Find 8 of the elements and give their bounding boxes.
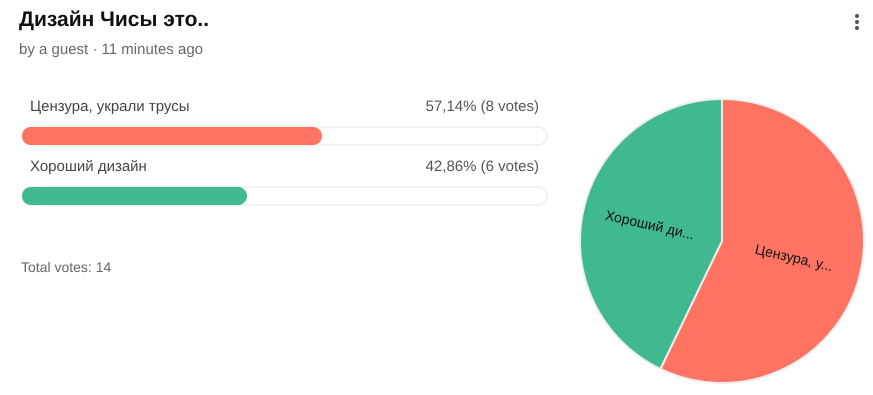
chart-title: Дизайн Чисы это..	[19, 8, 210, 31]
slice-label: Хороший ди...	[604, 206, 696, 242]
category-label: Цензура, украли трусы	[30, 98, 190, 115]
text: Total votes: 14	[21, 259, 112, 275]
data-label: 42,86% (6 votes)	[426, 158, 539, 175]
chart-subtitle: by a guest · 11 minutes ago	[19, 41, 203, 58]
data-label: 57,14% (8 votes)	[426, 98, 539, 115]
category-label: Хороший дизайн	[30, 158, 147, 175]
